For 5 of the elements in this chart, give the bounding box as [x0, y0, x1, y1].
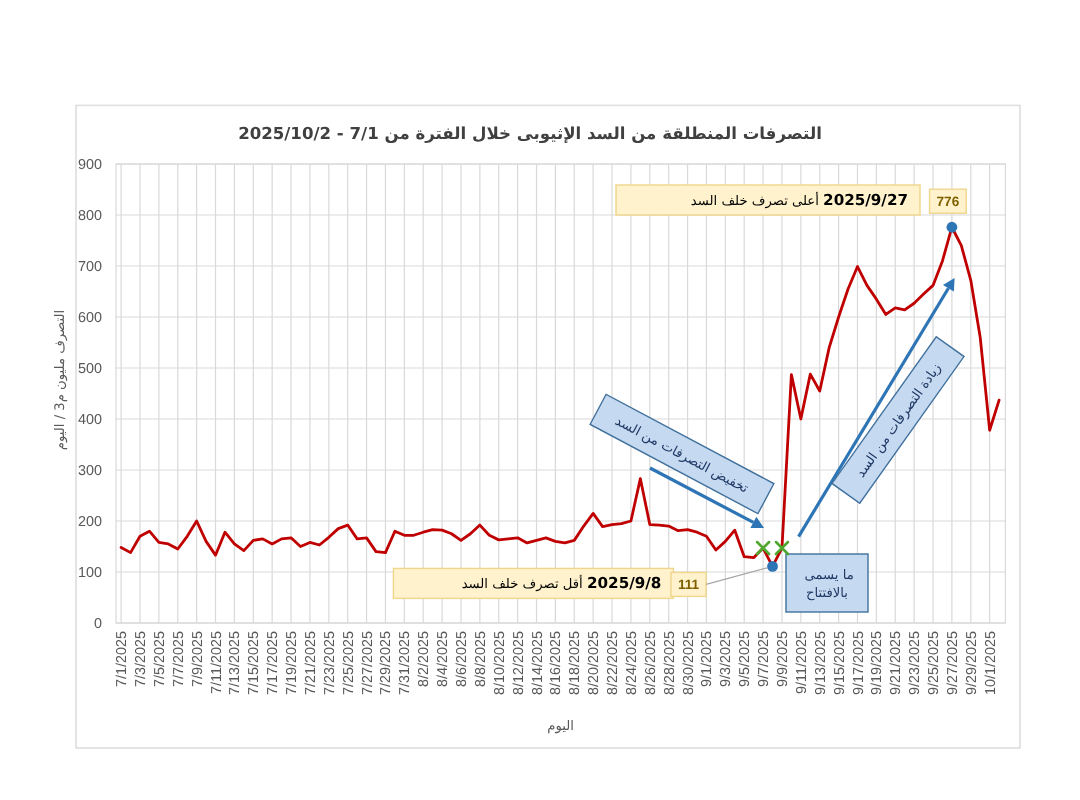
point: [755, 540, 771, 556]
point: [774, 540, 790, 556]
chart-title: التصرفات المنطلقة من السد الإثيوبى خلال الفترة من 7/1 - 2025/10/2: [238, 123, 823, 145]
point: [946, 221, 958, 233]
point: [767, 560, 778, 572]
